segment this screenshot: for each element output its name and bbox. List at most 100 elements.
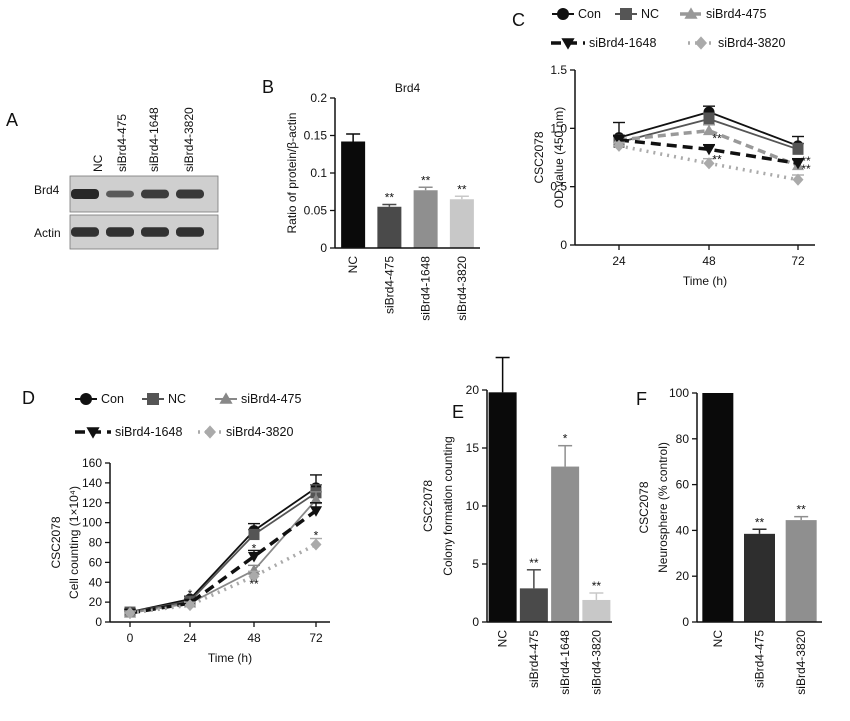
data-point <box>792 143 804 155</box>
y-tick-label: 20 <box>676 569 690 583</box>
x-axis-label: Time (h) <box>208 651 252 665</box>
y-axis-label: CSC2078 <box>421 480 435 532</box>
x-tick-label: siBrd4-475 <box>382 256 396 314</box>
x-tick-label: siBrd4-3820 <box>794 630 808 695</box>
bar <box>413 190 438 248</box>
blot-band <box>141 189 169 199</box>
x-tick-label: siBrd4-3820 <box>455 256 469 321</box>
y-tick-label: 40 <box>89 575 103 589</box>
bar <box>744 533 775 622</box>
data-point <box>247 552 261 563</box>
x-tick-label: 24 <box>612 254 626 268</box>
data-point <box>247 564 261 575</box>
x-tick-label: NC <box>711 630 725 648</box>
legend-label: Con <box>101 392 124 406</box>
data-point <box>561 38 575 50</box>
legend-label: siBrd4-1648 <box>589 36 656 50</box>
y-tick-label: 140 <box>82 476 102 490</box>
x-tick-label: 48 <box>247 631 261 645</box>
significance-label: ** <box>385 191 395 205</box>
bar <box>488 392 517 622</box>
x-tick-label: 0 <box>127 631 134 645</box>
x-tick-label: NC <box>346 256 360 274</box>
bar <box>341 141 366 248</box>
data-point <box>702 144 716 156</box>
significance-label: ** <box>457 182 467 196</box>
y-tick-label: 5 <box>472 557 479 571</box>
y-tick-label: 15 <box>466 441 480 455</box>
series-line <box>129 499 317 614</box>
data-point <box>695 36 707 50</box>
y-axis-label: Ratio of protein/β-actin <box>285 113 299 234</box>
panel-letter-e: E <box>452 402 464 422</box>
y-tick-label: 0.1 <box>310 166 327 180</box>
chart-e-colony-formation: 0 5 10 15 20 NC ** siBrd4-475 * siBrd4-1648 ** siBr… <box>421 356 612 695</box>
y-tick-label: 20 <box>89 595 103 609</box>
blot-band <box>141 227 169 237</box>
chart-f-neurosphere: 0 20 40 60 80 100 NC ** siBrd4-475 ** siBrd4-3820 C… <box>637 386 822 695</box>
series-line <box>618 138 799 166</box>
blot-lane-label: siBrd4-3820 <box>182 107 196 172</box>
data-point <box>124 607 136 620</box>
data-point <box>184 599 196 612</box>
legend-label: siBrd4-475 <box>241 392 301 406</box>
y-tick-label: 0.2 <box>310 91 327 105</box>
data-point <box>309 493 323 505</box>
series-line <box>618 128 799 168</box>
x-tick-label: siBrd4-1648 <box>558 630 572 695</box>
blot-lane-label: siBrd4-1648 <box>147 107 161 172</box>
x-tick-label: 72 <box>791 254 805 268</box>
x-tick-label: 24 <box>183 631 197 645</box>
bar <box>785 520 817 622</box>
blot-band <box>176 227 204 237</box>
data-point <box>204 425 216 439</box>
y-tick-label: 60 <box>89 555 103 569</box>
series-line <box>129 509 318 615</box>
significance-label: ** <box>801 162 811 176</box>
bar <box>449 199 474 248</box>
data-point <box>248 529 260 541</box>
x-axis-label: Time (h) <box>683 274 727 288</box>
x-tick-label: siBrd4-475 <box>753 630 767 688</box>
significance-label: ** <box>796 503 806 517</box>
legend-label: siBrd4-3820 <box>718 36 785 50</box>
y-tick-label: 0 <box>682 615 689 629</box>
y-tick-label: 160 <box>82 456 102 470</box>
y-axis-label: Cell counting (1×10⁴) <box>67 486 81 599</box>
significance-label: ** <box>592 579 602 593</box>
significance-label: * <box>563 432 568 446</box>
data-point <box>248 570 260 583</box>
x-tick-label: siBrd4-3820 <box>589 630 603 695</box>
panel-letter-b: B <box>262 77 274 97</box>
data-point <box>86 427 100 439</box>
legend-label: Con <box>578 7 601 21</box>
y-tick-label: 40 <box>676 523 690 537</box>
panel-letter-d: D <box>22 388 35 408</box>
y-axis-label: CSC2078 <box>637 481 651 533</box>
y-tick-label: 0.05 <box>304 204 328 218</box>
series-line <box>129 492 317 613</box>
chart-d-cell-counting: 0 20 40 60 80 100 120 140 160 0 24 48 72 Time (h) CSC2… <box>49 392 330 665</box>
data-point <box>219 392 233 404</box>
chart-c-od-value: 0 0.5 1.0 1.5 24 48 72 Time (h) CSC2078 OD value … <box>532 7 815 288</box>
data-point <box>791 158 805 170</box>
chart-b-brd4-ratio: 0 0.05 0.1 0.15 0.2 NC ** siBrd4-475 ** siBrd4-16… <box>285 81 480 321</box>
blot-bands <box>69 175 219 250</box>
blot-band <box>176 189 204 199</box>
data-point <box>703 157 715 170</box>
significance-label: * <box>252 541 257 555</box>
y-tick-label: 0.15 <box>304 129 328 143</box>
series-line <box>129 487 317 613</box>
blot-row-label: Actin <box>34 226 61 240</box>
y-tick-label: 60 <box>676 478 690 492</box>
x-tick-label: 72 <box>309 631 323 645</box>
blot-lane-label: siBrd4-475 <box>115 114 129 172</box>
y-tick-label: 1.5 <box>550 63 567 77</box>
y-axis-label: Neurosphere (% control) <box>656 442 670 573</box>
bar <box>377 206 402 248</box>
y-tick-label: 100 <box>82 516 102 530</box>
data-point <box>703 113 715 125</box>
blot-row-label: Brd4 <box>34 183 60 197</box>
significance-label: ** <box>755 515 765 529</box>
